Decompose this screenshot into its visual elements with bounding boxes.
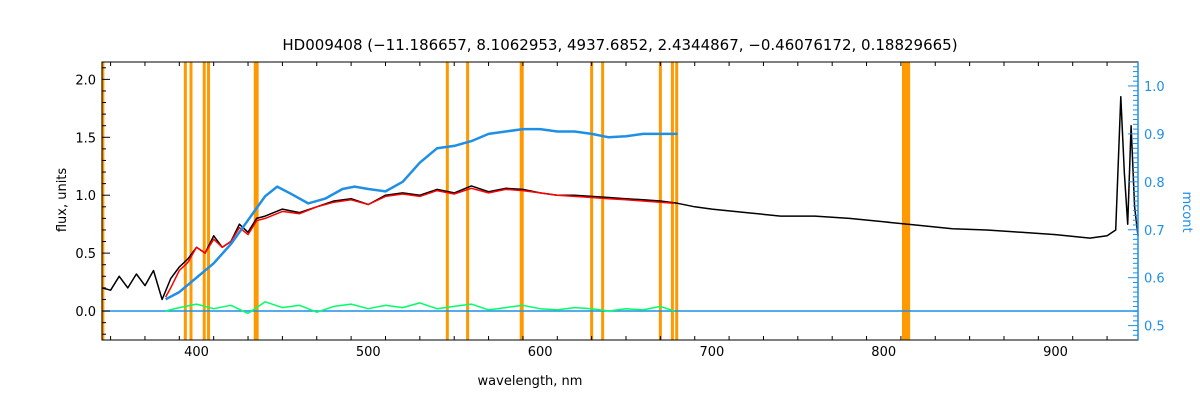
- y2-tick-label: 1.0: [1144, 80, 1165, 95]
- series-continuum: [165, 127, 678, 301]
- x-axis-label: wavelength, nm: [478, 374, 583, 389]
- axes: 400 500 600 700 800 900 0.0 0.5 1.0 1.5 2.0 0.5 0.6 0…: [75, 61, 1165, 360]
- mask-lines: [101, 62, 911, 340]
- y2-tick-label: 0.5: [1144, 320, 1165, 335]
- y2-tick-label: 0.8: [1144, 176, 1165, 191]
- series-model: [164, 187, 675, 298]
- chart-title: HD009408 (−11.186657, 8.1062953, 4937.68…: [282, 36, 957, 54]
- y-tick-label: 1.5: [75, 131, 96, 146]
- y2-tick-label: 0.7: [1144, 224, 1165, 239]
- y2-axis-label: mcont: [1179, 191, 1194, 232]
- spectrum-series: [101, 95, 1139, 315]
- y-tick-label: 1.0: [75, 189, 96, 204]
- x-tick-label: 700: [700, 345, 725, 360]
- y2-tick-label: 0.9: [1144, 128, 1165, 143]
- y2-tick-label: 0.6: [1144, 272, 1165, 287]
- x-tick-label: 600: [528, 345, 553, 360]
- x-tick-label: 400: [184, 345, 209, 360]
- y-tick-label: 2.0: [75, 73, 96, 88]
- series-residual: [165, 301, 675, 315]
- x-tick-label: 800: [871, 345, 896, 360]
- x-tick-label: 500: [356, 345, 381, 360]
- y-axis-label: flux, units: [55, 168, 70, 233]
- y-tick-label: 0.0: [75, 305, 96, 320]
- y-tick-label: 0.5: [75, 247, 96, 262]
- x-tick-label: 900: [1043, 345, 1068, 360]
